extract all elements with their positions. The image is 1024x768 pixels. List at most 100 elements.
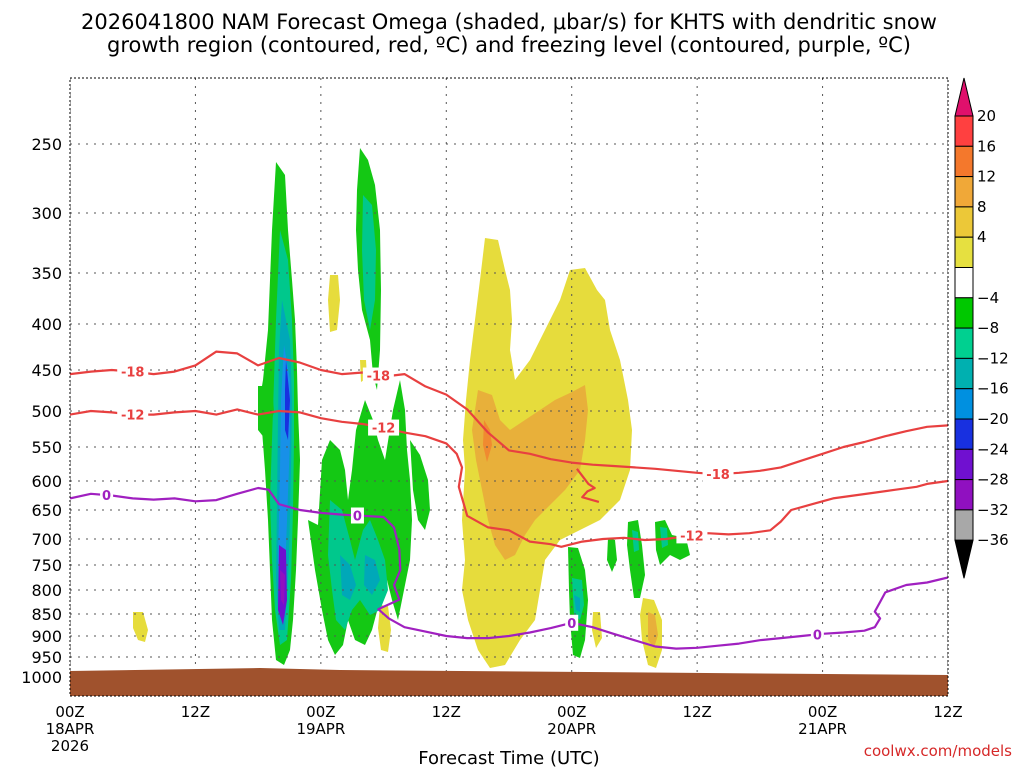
x-tick-label: 12Z — [181, 703, 210, 721]
dgz-contour-line — [70, 408, 948, 548]
colorbar-tick-label: 12 — [977, 168, 996, 186]
contour-label: -18 — [706, 468, 730, 483]
contour-label-bg — [810, 626, 824, 643]
colorbar-tick-label: 8 — [977, 198, 987, 216]
colorbar-tick-label: 4 — [977, 228, 987, 246]
contour-label-bg — [362, 367, 394, 384]
x-tick-label: 21APR — [798, 720, 847, 738]
colorbar-segment — [954, 267, 974, 299]
x-tick-label: 00Z — [306, 703, 335, 721]
x-tick-label: 19APR — [296, 720, 345, 738]
y-tick-label: 900 — [31, 627, 62, 646]
omega-ascent-tower1-magenta — [280, 570, 285, 605]
y-tick-label: 350 — [31, 264, 62, 283]
omega-descent-small4 — [592, 612, 602, 648]
omega-descent-core — [472, 385, 588, 560]
colorbar-bottom-arrow — [954, 539, 974, 579]
omega-ascent-late3-teal — [660, 527, 668, 548]
colorbar-tick-label: −16 — [977, 380, 1009, 398]
colorbar-segment — [954, 115, 974, 147]
omega-descent-small5 — [328, 275, 340, 332]
y-tick-label: 450 — [31, 361, 62, 380]
x-tick-label: 18APR — [46, 720, 95, 738]
credit-text[interactable]: coolwx.com/models — [864, 742, 1012, 760]
y-tick-label: 1000 — [21, 668, 62, 687]
colorbar-segment — [954, 297, 974, 329]
terrain-band — [70, 668, 948, 696]
colorbar-segment — [954, 479, 974, 511]
chart-title-line2: growth region (contoured, red, ºC) and f… — [107, 33, 911, 57]
colorbar-segment — [954, 357, 974, 390]
colorbar-segment — [954, 236, 974, 268]
colorbar-tick-label: −20 — [977, 410, 1009, 428]
y-tick-label: 700 — [31, 530, 62, 549]
colorbar-segment — [954, 176, 974, 208]
x-axis-label: Forecast Time (UTC) — [418, 748, 599, 768]
chart-title-line1: 2026041800 NAM Forecast Omega (shaded, μ… — [81, 10, 937, 34]
colorbar-tick-label: 16 — [977, 137, 996, 155]
colorbar-tick-label: −24 — [977, 440, 1009, 458]
y-axis-ticks: 250 300 350 400 450 500 550 600 650 700 750 800 850 9… — [21, 135, 62, 687]
y-tick-label: 850 — [31, 605, 62, 624]
x-tick-label: 00Z — [55, 703, 84, 721]
colorbar-segment — [954, 327, 974, 359]
omega-shading — [133, 148, 690, 668]
omega-ascent-late4 — [607, 538, 617, 572]
contour-label-bg — [676, 527, 708, 544]
contour-lines: -18 -18 -18 -12 -12 -12 0 0 0 0 — [70, 350, 948, 650]
contour-label: -18 — [121, 366, 145, 381]
colorbar-segment — [954, 448, 974, 481]
colorbar: 20 16 12 8 4 −4 −8 −12 −16 −20 −24 −28 −32 −36 — [954, 77, 1009, 579]
y-tick-label: 600 — [31, 472, 62, 491]
y-tick-label: 500 — [31, 402, 62, 421]
contour-label: -12 — [372, 422, 396, 437]
colorbar-tick-label: 20 — [977, 107, 996, 125]
y-tick-label: 800 — [31, 581, 62, 600]
y-tick-label: 250 — [31, 135, 62, 154]
omega-ascent-tower2-teal — [362, 195, 376, 330]
dgz-contour-line — [576, 468, 600, 503]
contour-label: -18 — [367, 370, 391, 385]
freezing-level-line — [70, 486, 948, 650]
colorbar-tick-label: −32 — [977, 501, 1009, 519]
contour-label-bg — [117, 406, 149, 423]
dgz-contour-line — [70, 350, 948, 476]
colorbar-segment — [954, 509, 974, 541]
omega-ascent-late1-cyan — [574, 595, 580, 612]
contour-label: 0 — [813, 628, 822, 643]
x-tick-label: 12Z — [682, 703, 711, 721]
x-tick-label: 00Z — [808, 703, 837, 721]
colorbar-tick-label: −8 — [977, 319, 999, 337]
contour-label: 0 — [353, 510, 362, 525]
colorbar-tick-label: −12 — [977, 349, 1009, 367]
y-tick-label: 950 — [31, 648, 62, 667]
omega-ascent-late2-teal — [632, 530, 639, 552]
contour-label: -12 — [121, 409, 145, 424]
contour-label-bg — [100, 487, 114, 504]
contour-label-bg — [565, 614, 579, 631]
colorbar-top-arrow — [954, 77, 974, 117]
contour-label: 0 — [567, 617, 576, 632]
x-tick-label: 2026 — [51, 737, 89, 755]
y-tick-label: 550 — [31, 438, 62, 457]
omega-ascent-lower-cyan — [340, 555, 380, 600]
contour-label-bg — [350, 507, 364, 524]
x-tick-label: 20APR — [547, 720, 596, 738]
colorbar-segment — [954, 206, 974, 238]
omega-descent-small1-core — [648, 612, 658, 648]
y-tick-label: 300 — [31, 204, 62, 223]
omega-ascent-tower1-dkblue — [285, 360, 290, 440]
colorbar-tick-label: −28 — [977, 471, 1009, 489]
contour-label-bg — [368, 419, 400, 436]
contour-label-bg — [117, 363, 149, 380]
y-tick-label: 650 — [31, 501, 62, 520]
contour-label-bg — [702, 466, 734, 483]
colorbar-segment — [954, 418, 974, 450]
x-tick-label: 00Z — [557, 703, 586, 721]
y-tick-label: 750 — [31, 556, 62, 575]
omega-ascent-green-b — [410, 440, 430, 530]
x-tick-label: 12Z — [933, 703, 962, 721]
x-tick-label: 12Z — [432, 703, 461, 721]
